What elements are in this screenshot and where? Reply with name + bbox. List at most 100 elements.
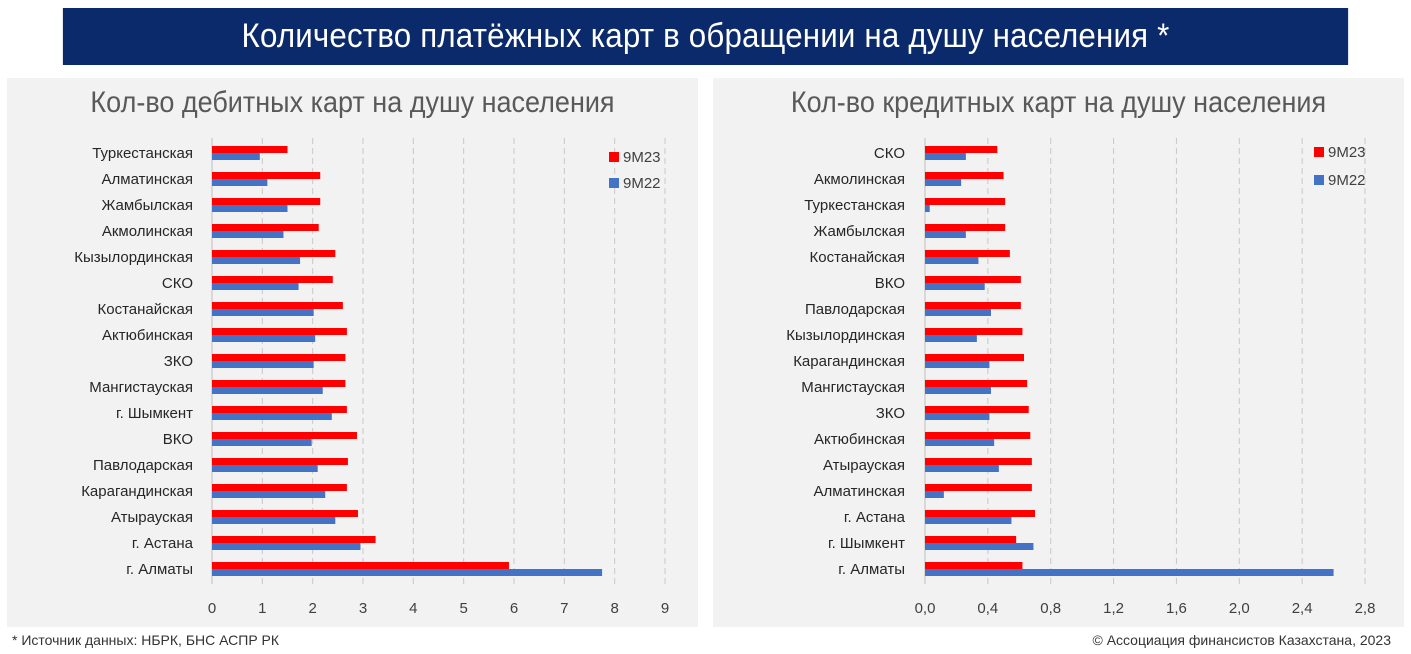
bar-9m22	[925, 491, 944, 498]
category-label: Атырауская	[111, 509, 193, 526]
bar-9m22	[212, 257, 301, 264]
bar-9m22	[212, 517, 336, 524]
bar-9m22	[925, 153, 966, 160]
bar-9m22	[212, 413, 332, 420]
category-label: г. Астана	[132, 535, 194, 552]
debit-chart: 0 1 2 3 4 5 6 7 8 9 Туркестанская Алматинская Жамбыл…	[74, 138, 669, 617]
x-tick-label: 0,8	[1040, 600, 1061, 617]
bar-9m23	[925, 224, 1006, 231]
x-tick-label: 1,2	[1103, 600, 1124, 617]
category-label: Кызылординская	[74, 249, 193, 266]
legend-label: 9М23	[1328, 144, 1366, 161]
x-tick-label: 9	[661, 600, 669, 617]
credit-chart-title: Кол-во кредитных карт на душу населения	[790, 86, 1327, 119]
x-tick-label: 4	[409, 600, 417, 617]
x-tick-label: 3	[359, 600, 367, 617]
bar-9m23	[212, 406, 347, 413]
x-tick-label: 2,4	[1292, 600, 1313, 617]
x-tick-label: 8	[610, 600, 618, 617]
header-title-bar: Количество платёжных карт в обращении на…	[62, 8, 1349, 65]
category-label: г. Алматы	[126, 561, 193, 578]
bar-9m23	[212, 328, 347, 335]
category-label: Туркестанская	[92, 145, 193, 162]
x-tick-label: 0,0	[915, 600, 936, 617]
page-title: Количество платёжных карт в обращении на…	[241, 17, 1170, 55]
category-label: Костанайская	[810, 249, 906, 266]
category-label: Акмолинская	[814, 171, 905, 188]
bar-9m23	[925, 458, 1032, 465]
category-label: Кызылординская	[786, 327, 905, 344]
bar-9m23	[925, 406, 1029, 413]
bar-9m23	[212, 302, 343, 309]
legend-swatch	[609, 178, 619, 188]
bar-9m23	[925, 380, 1028, 387]
x-tick-label: 6	[510, 600, 518, 617]
bar-9m22	[212, 569, 603, 576]
bar-9m22	[212, 153, 260, 160]
category-label: Павлодарская	[93, 457, 193, 474]
bar-9m22	[925, 569, 1334, 576]
bar-9m22	[212, 465, 318, 472]
bar-9m23	[925, 432, 1031, 439]
bar-9m23	[212, 458, 348, 465]
bar-9m22	[925, 205, 930, 212]
bar-9m22	[925, 465, 999, 472]
category-label: Мангистауская	[801, 379, 905, 396]
bar-9m23	[212, 380, 346, 387]
bar-9m23	[925, 250, 1010, 257]
category-label: ВКО	[875, 275, 905, 292]
x-tick-label: 5	[459, 600, 467, 617]
credit-chart-panel: Кол-во кредитных карт на душу населения …	[713, 78, 1404, 627]
category-label: г. Астана	[844, 509, 906, 526]
bar-9m22	[925, 179, 962, 186]
bar-9m23	[212, 224, 319, 231]
bar-9m22	[925, 413, 990, 420]
legend-label: 9М22	[623, 175, 661, 192]
category-label: ВКО	[163, 431, 193, 448]
x-tick-label: 1,6	[1166, 600, 1187, 617]
x-tick-label: 2	[308, 600, 316, 617]
category-label: Актюбинская	[814, 431, 905, 448]
category-label: Костанайская	[98, 301, 194, 318]
category-label: г. Шымкент	[116, 405, 193, 422]
bar-9m23	[212, 250, 336, 257]
category-label: СКО	[162, 275, 193, 292]
category-label: Жамбылская	[102, 197, 194, 214]
source-footnote: * Источник данных: НБРК, БНС АСПР РК	[12, 632, 280, 648]
bar-9m23	[925, 354, 1024, 361]
legend-swatch	[1314, 147, 1324, 157]
category-label: Мангистауская	[89, 379, 193, 396]
bar-9m23	[212, 432, 357, 439]
bar-9m23	[212, 354, 346, 361]
bar-9m22	[212, 179, 268, 186]
category-label: ЗКО	[164, 353, 193, 370]
bar-9m23	[925, 146, 998, 153]
x-tick-label: 7	[560, 600, 568, 617]
category-label: Жамбылская	[814, 223, 906, 240]
copyright-note: © Ассоциация финансистов Казахстана, 202…	[1092, 632, 1391, 648]
category-label: Туркестанская	[804, 197, 905, 214]
category-label: Атырауская	[823, 457, 905, 474]
bar-9m22	[925, 335, 977, 342]
x-tick-label: 2,0	[1229, 600, 1250, 617]
bar-9m23	[925, 484, 1032, 491]
bar-9m23	[212, 510, 358, 517]
debit-chart-panel: Кол-во дебитных карт на душу населения 0…	[7, 78, 698, 627]
x-tick-label: 0	[208, 600, 216, 617]
bar-9m22	[925, 283, 985, 290]
bar-9m22	[212, 231, 284, 238]
legend-label: 9М22	[1328, 172, 1366, 189]
bar-9m23	[212, 276, 333, 283]
credit-chart: 0,0 0,4 0,8 1,2 1,6 2,0 2,4 2,8 СКО Акмолинская Ту…	[786, 138, 1375, 617]
legend-swatch	[609, 152, 619, 162]
bar-9m23	[925, 510, 1035, 517]
bar-9m22	[925, 231, 966, 238]
category-label: Павлодарская	[805, 301, 905, 318]
category-label: г. Шымкент	[828, 535, 905, 552]
bar-9m22	[212, 283, 299, 290]
bar-9m23	[212, 484, 347, 491]
bar-9m22	[925, 439, 995, 446]
category-label: Карагандинская	[81, 483, 193, 500]
category-label: ЗКО	[876, 405, 905, 422]
bar-9m22	[212, 387, 323, 394]
